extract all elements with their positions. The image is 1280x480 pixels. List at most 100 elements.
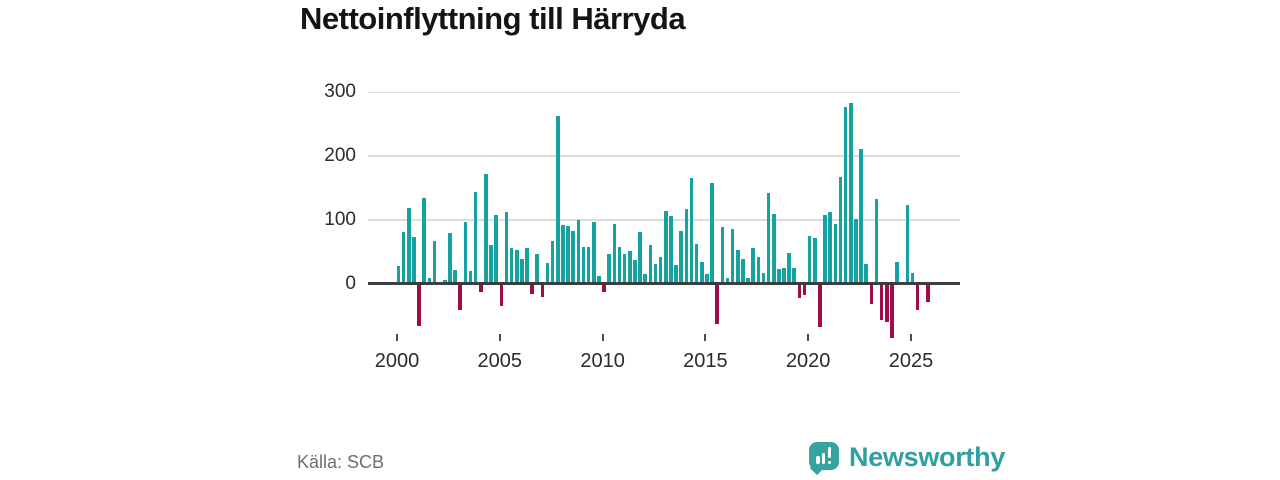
bar-positive — [751, 248, 755, 284]
bar-positive — [643, 273, 647, 284]
bar-negative — [797, 283, 802, 298]
bar-negative — [879, 283, 884, 321]
bar-positive — [520, 259, 524, 284]
bar-positive — [473, 191, 478, 284]
bar-positive — [581, 247, 586, 284]
y-axis-label: 0 — [345, 272, 356, 294]
bar-positive — [833, 224, 838, 284]
x-axis-tick — [498, 334, 501, 341]
bar-positive — [669, 215, 673, 284]
y-axis-label: 100 — [324, 208, 356, 230]
bar-positive — [638, 231, 642, 284]
bar-positive — [545, 263, 550, 284]
bar-positive — [787, 252, 791, 284]
x-axis-label: 2005 — [477, 350, 523, 372]
bar-positive — [494, 214, 498, 284]
newsworthy-logo-icon — [809, 442, 839, 476]
chart-title: Nettoinflyttning till Härryda — [300, 1, 686, 36]
bar-positive — [859, 149, 863, 284]
bar-positive — [653, 264, 658, 284]
y-axis-label: 300 — [324, 81, 356, 103]
bar-positive — [597, 276, 601, 284]
newsworthy-wordmark: Newsworthy — [849, 442, 1006, 472]
x-axis-label: 2020 — [785, 350, 831, 372]
bar-negative — [926, 283, 930, 302]
bar-negative — [818, 283, 822, 327]
bar-positive — [463, 221, 468, 284]
bar-positive — [725, 277, 730, 284]
bar-positive — [679, 230, 683, 284]
bar-positive — [561, 224, 565, 284]
bar-positive — [849, 103, 853, 284]
bar-positive — [432, 240, 437, 284]
bar-positive — [453, 270, 457, 284]
bar-positive — [592, 222, 596, 284]
bar-positive — [489, 244, 493, 284]
bar-negative — [540, 283, 545, 297]
bar-negative — [602, 283, 606, 292]
bar-positive — [406, 207, 411, 284]
bar-negative — [478, 283, 483, 292]
x-axis-label: 2000 — [374, 350, 420, 372]
bar-positive — [746, 277, 750, 284]
bar-positive — [735, 249, 740, 284]
bar-positive — [674, 265, 678, 284]
bar-positive — [412, 236, 416, 284]
bar-positive — [468, 270, 473, 284]
bar-negative — [715, 283, 719, 325]
bar-positive — [422, 198, 426, 284]
x-axis-label: 2010 — [580, 350, 625, 372]
bar-positive — [607, 254, 612, 284]
bar-negative — [458, 283, 462, 311]
bar-positive — [756, 256, 761, 284]
x-axis-tick — [910, 334, 912, 341]
x-axis-tick — [807, 334, 810, 341]
bar-positive — [576, 219, 581, 284]
bar-negative — [802, 283, 807, 295]
bar-negative — [890, 283, 894, 339]
bar-positive — [777, 269, 781, 284]
logo-chart-bar-icon — [821, 453, 826, 464]
bar-positive — [658, 256, 663, 284]
bar-positive — [864, 263, 869, 284]
bar-positive — [710, 183, 714, 284]
source-text: Källa: SCB — [297, 452, 385, 472]
bar-positive — [741, 259, 745, 284]
bar-positive — [648, 244, 653, 284]
bar-positive — [396, 265, 401, 284]
bar-positive — [514, 250, 519, 284]
newsworthy-logo: Newsworthy — [809, 442, 1006, 476]
x-axis-zero-line — [368, 282, 960, 285]
bar-positive — [813, 238, 817, 284]
bar-positive — [823, 215, 827, 284]
bar-positive — [910, 273, 915, 284]
bar-negative — [417, 283, 421, 327]
logo-exclamation-dot-icon — [827, 460, 832, 465]
y-axis-label: 200 — [324, 145, 356, 167]
bar-negative — [869, 283, 874, 304]
logo-exclamation-stem-icon — [827, 447, 832, 458]
bar-negative — [885, 283, 889, 322]
bar-positive — [586, 247, 591, 284]
bar-negative — [915, 283, 920, 311]
bar-positive — [525, 248, 529, 284]
bar-positive — [633, 259, 637, 284]
gridline — [368, 91, 960, 94]
bar-positive — [571, 231, 576, 284]
bar-positive — [761, 272, 766, 284]
bar-positive — [401, 231, 406, 284]
gridline — [368, 155, 960, 157]
bar-positive — [720, 227, 725, 284]
x-axis-label: 2025 — [888, 350, 934, 372]
bar-positive — [838, 177, 843, 284]
bar-positive — [484, 173, 488, 284]
bar-positive — [874, 198, 879, 284]
bar-positive — [556, 115, 560, 284]
bar-positive — [509, 248, 514, 284]
bar-negative — [530, 283, 534, 294]
logo-chart-bar-icon — [816, 456, 820, 464]
x-axis-tick — [704, 334, 707, 341]
x-axis-label: 2015 — [683, 350, 728, 372]
bar-positive — [843, 107, 848, 284]
